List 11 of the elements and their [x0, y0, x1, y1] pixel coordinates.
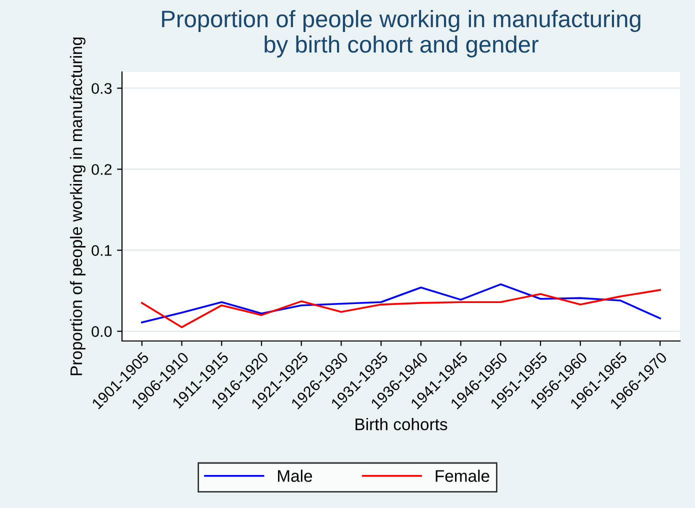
y-tick-label: 0.1 — [92, 245, 112, 256]
chart-title: Proportion of people working in manufacturing by birth cohort and gender — [162, 10, 640, 58]
legend-label: Male — [278, 470, 312, 482]
x-axis-title: Birth cohorts — [356, 418, 448, 430]
line-series — [141, 283, 661, 324]
y-tick-label: 0.0 — [92, 326, 112, 337]
y-axis-title: Proportion of people working in manufacturing — [70, 38, 86, 376]
y-tick-label: 0.3 — [92, 83, 112, 94]
line-series — [141, 289, 661, 328]
y-tick-label: 0.2 — [92, 164, 112, 175]
legend-label: Female — [436, 470, 490, 482]
